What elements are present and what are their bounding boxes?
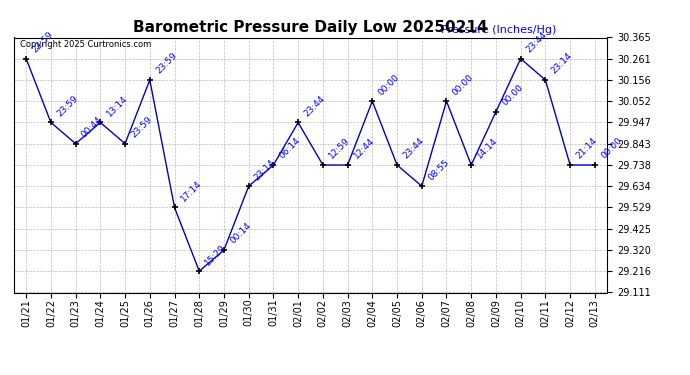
Text: 06:14: 06:14 [277, 136, 302, 161]
Text: 23:44: 23:44 [401, 136, 426, 161]
Text: 17:14: 17:14 [179, 179, 204, 203]
Text: 12:59: 12:59 [327, 136, 352, 161]
Text: Pressure (Inches/Hg): Pressure (Inches/Hg) [441, 25, 556, 35]
Text: 13:14: 13:14 [104, 94, 129, 118]
Text: 23:14: 23:14 [549, 51, 574, 76]
Text: 23:44: 23:44 [302, 94, 326, 118]
Text: 15:29: 15:29 [204, 242, 228, 267]
Text: 23:59: 23:59 [154, 51, 179, 76]
Text: 14:14: 14:14 [475, 136, 500, 161]
Text: 00:14: 00:14 [228, 221, 253, 246]
Text: 23:44: 23:44 [525, 30, 549, 54]
Text: 00:44: 00:44 [80, 115, 104, 140]
Text: 12:44: 12:44 [352, 136, 376, 161]
Text: 23:14: 23:14 [253, 158, 277, 182]
Text: 21:14: 21:14 [574, 136, 599, 161]
Text: 23:59: 23:59 [129, 115, 154, 140]
Text: 00:00: 00:00 [599, 136, 624, 161]
Title: Barometric Pressure Daily Low 20250214: Barometric Pressure Daily Low 20250214 [133, 20, 488, 35]
Text: 00:00: 00:00 [377, 72, 401, 97]
Text: 23:59: 23:59 [55, 94, 79, 118]
Text: 23:59: 23:59 [30, 30, 55, 54]
Text: 00:00: 00:00 [500, 83, 525, 108]
Text: 08:55: 08:55 [426, 158, 451, 182]
Text: Copyright 2025 Curtronics.com: Copyright 2025 Curtronics.com [20, 40, 151, 49]
Text: 00:00: 00:00 [451, 72, 475, 97]
